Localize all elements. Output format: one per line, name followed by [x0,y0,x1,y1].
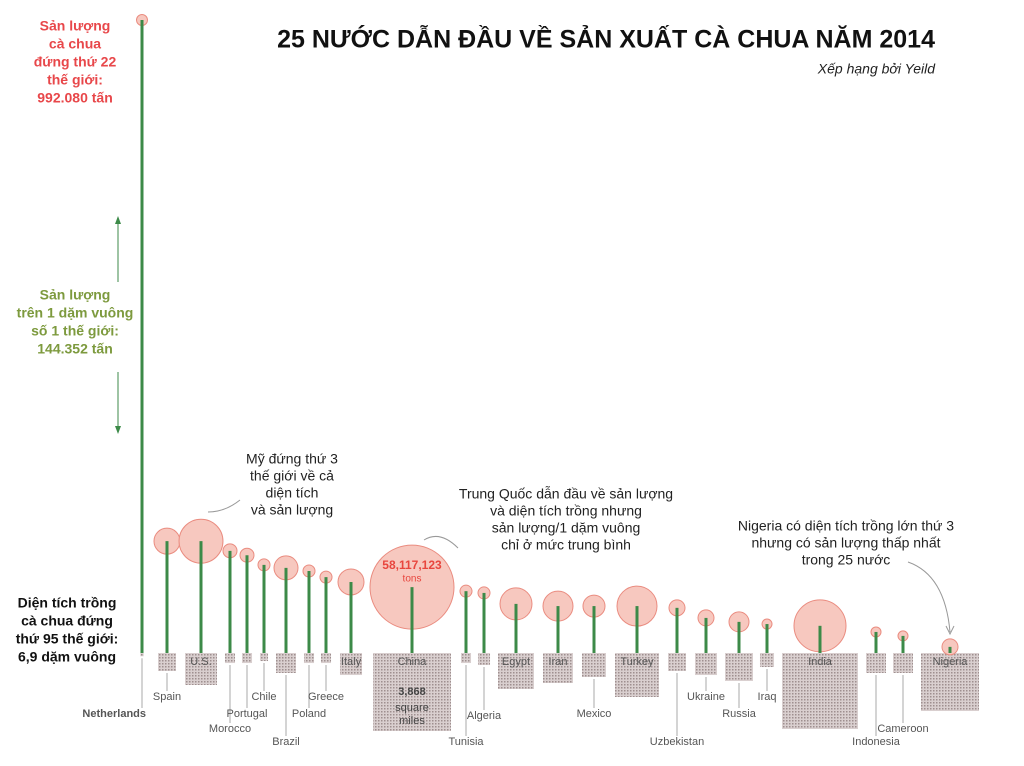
annotation-line: sản lượng/1 dặm vuông [492,520,641,536]
area-square [893,653,913,673]
country-label: Iran [549,656,568,668]
area-square [477,653,491,666]
annotation-line: diện tích [266,485,319,501]
area-square [259,653,269,662]
annotation-line: và sản lượng [251,502,333,518]
annotation-line: 144.352 tấn [37,341,113,357]
note-arrow [207,499,241,513]
area-square [373,653,451,731]
country-label: Morocco [209,723,251,735]
chart-subtitle: Xếp hạng bởi Yeild [817,61,936,77]
annotation-line: trong 25 nước [802,552,891,568]
area-square [920,653,980,712]
area-square [866,653,886,673]
area-square [185,653,217,685]
annotation-line: Nigeria có diện tích trồng lớn thứ 3 [738,518,954,534]
area-square [140,653,144,657]
country-label: Russia [722,708,757,720]
country-label: Algeria [467,710,502,722]
arrow-head [115,426,121,434]
annotation-line: cà chua [49,36,101,52]
area-square [276,653,296,673]
production-label: 58,117,123 [382,558,442,572]
country-label: Brazil [272,736,300,748]
country-label: Ukraine [687,691,725,703]
production-unit: tons [403,574,422,585]
country-label: Egypt [502,656,530,668]
area-square [497,653,535,690]
country-label: China [398,656,428,668]
area-unit-word: miles [399,715,425,727]
annotation-line: chỉ ở mức trung bình [501,537,631,553]
annotation-line: Sản lượng [40,287,111,303]
country-label: U.S. [190,656,211,668]
annotation-line: nhưng có sản lượng thấp nhất [751,535,940,551]
country-label: Uzbekistan [650,736,704,748]
arrow-head [115,216,121,224]
area-square [339,653,363,676]
country-label: Portugal [227,708,268,720]
area-square [157,653,177,672]
area-label: 3,868 [398,686,426,698]
annotation-line: Mỹ đứng thứ 3 [246,451,338,467]
annotation-line: trên 1 dặm vuông [17,305,134,321]
annotation-line: cà chua đứng [21,613,113,629]
area-square [241,653,253,664]
chart-title: 25 NƯỚC DẪN ĐẦU VỀ SẢN XUẤT CÀ CHUA NĂM … [277,24,935,54]
country-label: Spain [153,691,181,703]
area-unit: square miles [395,702,429,727]
annotation-line: Sản lượng [40,18,111,34]
annotation-line: thứ 95 thế giới: [16,631,119,647]
country-label: Netherlands [82,708,146,720]
country-label: Nigeria [933,656,969,668]
area-square [759,653,775,668]
country-label: Chile [251,691,276,703]
area-unit-word: square [395,702,429,714]
country-label: Tunisia [448,736,484,748]
annotation-line: Trung Quốc dẫn đầu về sản lượng [459,486,673,502]
country-label: Indonesia [852,736,901,748]
country-label: Italy [341,656,362,668]
country-label: India [808,656,833,668]
note-arrow [907,561,951,633]
country-label: Iraq [758,691,777,703]
area-square [582,653,606,677]
country-label: Turkey [620,656,654,668]
country-label: Cameroon [877,723,928,735]
country-label: Poland [292,708,326,720]
area-square [694,653,718,676]
area-square [667,653,687,672]
area-square [614,653,660,698]
country-label: Mexico [577,708,612,720]
annotation-line: Diện tích trồng [18,595,117,611]
annotation-line: đứng thứ 22 [34,54,117,70]
annotation-line: và diện tích trồng nhưng [490,503,642,519]
area-square [303,653,315,664]
area-square [725,653,753,681]
area-square [782,653,858,729]
country-label: Greece [308,691,344,703]
annotation-line: thế giới về cả [250,468,334,484]
annotation-line: 992.080 tấn [37,90,113,106]
annotation-line: số 1 thế giới: [31,323,119,339]
annotation-line: 6,9 dặm vuông [18,649,116,665]
area-square [224,653,236,664]
note-arrow [423,535,459,549]
area-square [543,653,573,683]
arrow-head [945,625,955,636]
area-square [320,653,332,664]
annotation-line: thế giới: [47,72,103,88]
area-square [460,653,472,664]
